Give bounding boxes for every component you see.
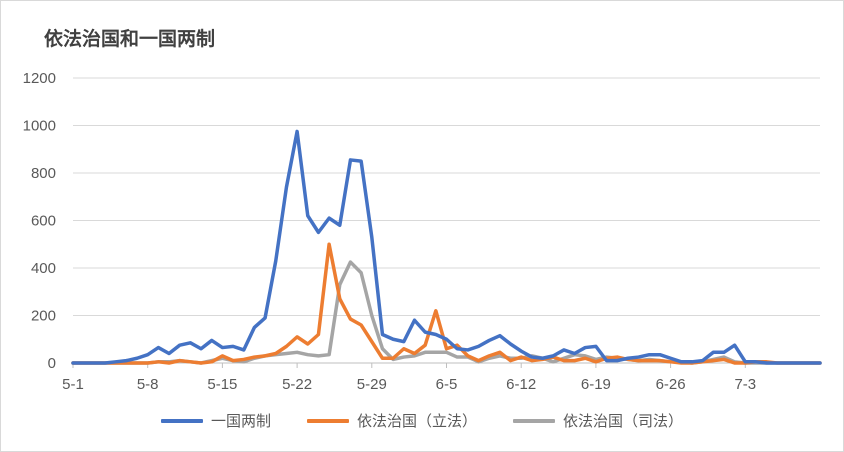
legend-label: 一国两制 [210, 412, 271, 430]
legend: 一国两制 依法治国（立法） 依法治国（司法） [0, 410, 844, 431]
legend-item: 一国两制 [160, 410, 271, 431]
y-tick-label: 1200 [23, 70, 56, 87]
legend-swatch [160, 418, 203, 423]
x-tick-label: 5-1 [62, 376, 84, 393]
series-line-0 [71, 129, 822, 365]
x-tick-label: 6-19 [581, 376, 611, 393]
legend-label: 依法治国（司法） [563, 412, 684, 430]
y-tick-label: 200 [31, 308, 56, 325]
x-tick-label: 5-22 [282, 376, 312, 393]
x-tick-label: 5-29 [357, 376, 387, 393]
legend-item: 依法治国（司法） [513, 410, 683, 431]
x-tick-label: 6-5 [436, 376, 458, 393]
legend-swatch [513, 418, 555, 423]
series-lines [71, 129, 822, 365]
legend-item: 依法治国（立法） [306, 410, 477, 431]
x-tick-label: 5-15 [207, 376, 237, 393]
y-tick-label: 0 [48, 355, 56, 372]
y-tick-label: 1000 [23, 118, 56, 135]
y-axis-labels: 0 200 400 600 800 1000 1200 [23, 70, 56, 372]
x-axis [72, 362, 820, 368]
legend-swatch [306, 418, 349, 423]
grid-lines [73, 77, 820, 316]
y-tick-label: 800 [31, 165, 56, 182]
chart-title: 依法治国和一国两制 [44, 28, 216, 50]
x-axis-labels: 5-1 5-8 5-15 5-22 5-29 6-5 6-12 6-19 6-26 7-3 [62, 376, 756, 393]
x-tick-label: 6-12 [506, 376, 536, 393]
x-tick-label: 6-26 [656, 376, 686, 393]
x-tick-label: 5-8 [137, 376, 159, 393]
legend-label: 依法治国（立法） [356, 412, 477, 430]
y-tick-label: 600 [31, 213, 56, 230]
y-tick-label: 400 [31, 260, 56, 277]
x-tick-label: 7-3 [734, 376, 756, 393]
